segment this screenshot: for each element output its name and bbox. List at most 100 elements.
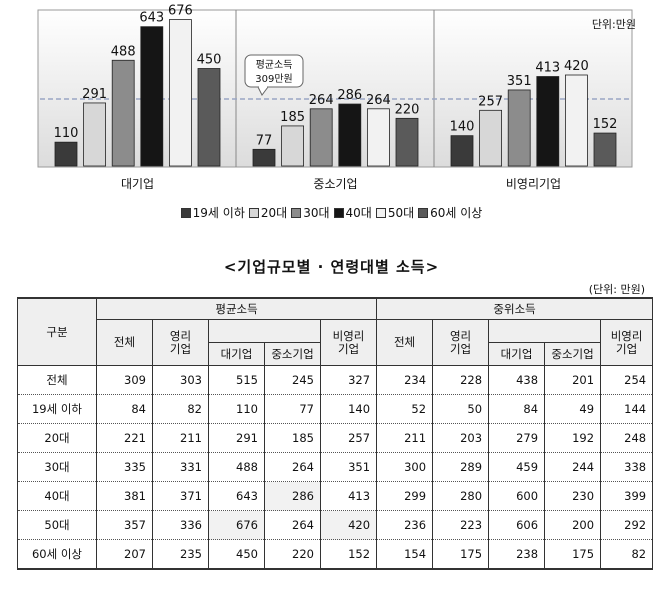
table-cell: 286 xyxy=(264,481,321,511)
row-label: 30대 xyxy=(17,452,97,482)
bar-value-label: 676 xyxy=(168,4,193,19)
table-cell: 223 xyxy=(432,510,490,540)
bar-value-label: 351 xyxy=(507,74,532,89)
table-cell: 338 xyxy=(600,452,654,482)
col-header-np-l2: 기업 xyxy=(615,341,638,356)
bar xyxy=(507,89,531,167)
bar xyxy=(338,103,362,167)
table-cell: 279 xyxy=(488,423,546,453)
table-row: 19세 이하 84 82 110 77 140 52 50 84 49 144 xyxy=(17,394,654,424)
table-cell: 309 xyxy=(96,365,153,395)
legend-item: 50대 xyxy=(375,204,415,221)
bar xyxy=(593,132,617,167)
legend-swatch xyxy=(291,207,302,218)
table-cell: 234 xyxy=(376,365,434,395)
table-cell: 140 xyxy=(319,394,378,424)
table-cell: 220 xyxy=(264,539,321,570)
bar xyxy=(565,74,588,167)
chart-legend: 19세 이하 20대 30대 40대 50대 60세 이상 xyxy=(0,204,663,221)
table-cell: 201 xyxy=(544,365,602,395)
category-label: 비영리기업 xyxy=(506,177,561,191)
bar xyxy=(536,76,560,167)
legend-label: 50대 xyxy=(387,206,415,220)
table-cell: 244 xyxy=(544,452,602,482)
bar-value-label: 488 xyxy=(111,44,136,59)
table-cell: 152 xyxy=(319,539,378,570)
table-cell: 77 xyxy=(264,394,321,424)
table-cell: 300 xyxy=(376,452,434,482)
table-cell: 236 xyxy=(376,510,434,540)
bar xyxy=(168,19,192,167)
table-cell: 600 xyxy=(488,481,546,511)
table-cell: 84 xyxy=(96,394,153,424)
bar xyxy=(450,135,474,167)
table-cell: 238 xyxy=(488,539,546,570)
group-header-avg: 평균소득 xyxy=(95,297,378,320)
table-cell: 264 xyxy=(264,510,321,540)
col-header-profit: 영리 기업 xyxy=(432,319,490,366)
col-header-sme: 중소기업 xyxy=(264,342,321,366)
table-row: 60세 이상 207 235 450 220 152 154 175 238 1… xyxy=(17,539,654,570)
legend-item: 20대 xyxy=(248,204,288,221)
legend-swatch xyxy=(248,207,259,218)
legend-swatch xyxy=(333,207,344,218)
table-row: 전체 309 303 515 245 327 234 228 438 201 2… xyxy=(17,365,654,395)
col-header-profit-l2: 기업 xyxy=(169,341,192,356)
table-cell: 331 xyxy=(152,452,209,482)
bar-value-label: 413 xyxy=(535,61,560,76)
table-cell: 606 xyxy=(488,510,546,540)
table-cell: 245 xyxy=(264,365,321,395)
legend-label: 30대 xyxy=(303,206,330,220)
col-header-np-l1: 비영리 xyxy=(610,328,643,343)
table-cell: 175 xyxy=(432,539,490,570)
table-cell: 413 xyxy=(319,481,378,511)
col-header-nonprofit: 비영리 기업 xyxy=(600,319,654,366)
table-cell: 203 xyxy=(432,423,490,453)
legend-item: 30대 xyxy=(291,204,330,221)
legend-label: 40대 xyxy=(345,206,372,220)
table-cell: 144 xyxy=(600,394,654,424)
bar-value-label: 152 xyxy=(593,117,618,132)
plot-background xyxy=(37,9,633,168)
table-cell: 438 xyxy=(488,365,546,395)
table-cell: 211 xyxy=(376,423,434,453)
table-cell: 185 xyxy=(264,423,321,453)
legend-item: 19세 이하 xyxy=(180,204,245,221)
bar xyxy=(54,141,78,167)
corner-header: 구분 xyxy=(17,297,97,366)
callout-line-2: 309만원 xyxy=(255,73,293,85)
bar-value-label: 291 xyxy=(82,87,107,102)
table-cell: 84 xyxy=(488,394,546,424)
table-cell: 228 xyxy=(432,365,490,395)
table-cell: 200 xyxy=(544,510,602,540)
bar-value-label: 77 xyxy=(256,133,273,148)
table-cell: 488 xyxy=(208,452,265,482)
table-cell: 643 xyxy=(208,481,265,511)
table-cell: 459 xyxy=(488,452,546,482)
bar xyxy=(111,59,135,167)
category-label: 대기업 xyxy=(121,177,154,191)
legend-swatch xyxy=(375,207,386,218)
col-header-sme: 중소기업 xyxy=(544,342,602,366)
table-cell: 175 xyxy=(544,539,602,570)
legend-item: 40대 xyxy=(333,204,372,221)
bar-value-label: 185 xyxy=(280,110,305,125)
legend-swatch xyxy=(418,207,429,218)
unit-label: 단위:만원 xyxy=(592,18,636,31)
table-cell: 336 xyxy=(152,510,209,540)
legend-swatch xyxy=(180,207,191,218)
table-title: <기업규모별 · 연령대별 소득> xyxy=(223,258,440,276)
row-label: 60세 이상 xyxy=(17,539,97,570)
callout-line-1: 평균소득 xyxy=(256,59,293,71)
table-cell: 291 xyxy=(208,423,265,453)
table-cell: 335 xyxy=(96,452,153,482)
legend-label: 20대 xyxy=(260,206,288,220)
table-cell: 82 xyxy=(152,394,209,424)
bar xyxy=(395,117,419,167)
col-header-profit-l1: 영리 xyxy=(449,328,472,343)
spacer-header xyxy=(208,319,321,343)
table-cell: 381 xyxy=(96,481,153,511)
group-header-median: 중위소득 xyxy=(376,297,654,320)
table-cell: 154 xyxy=(376,539,434,570)
table-row: 30대 335 331 488 264 351 300 289 459 244 … xyxy=(17,452,654,482)
